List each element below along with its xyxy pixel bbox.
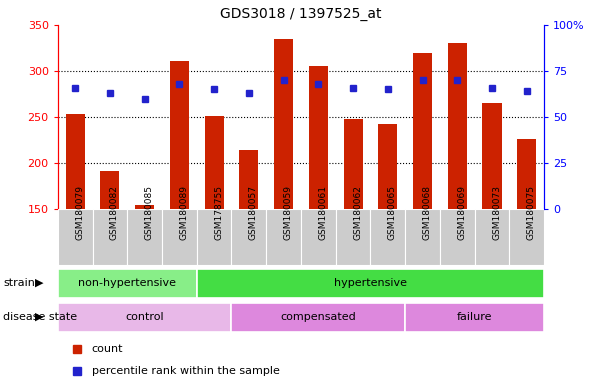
Text: GSM180065: GSM180065 [388,185,397,240]
Bar [135,205,154,209]
Text: strain: strain [3,278,35,288]
Bar [517,139,536,209]
Text: GSM178755: GSM178755 [214,185,223,240]
Bar [58,268,197,298]
Text: GSM180073: GSM180073 [492,185,501,240]
Text: ▶: ▶ [35,312,44,322]
Text: count: count [92,344,123,354]
Text: control: control [125,312,164,322]
Bar [510,209,544,265]
Text: GSM180068: GSM180068 [423,185,432,240]
Bar [204,116,224,209]
Bar [58,303,232,333]
Bar [197,209,232,265]
Bar [475,209,510,265]
Bar [240,150,258,209]
Text: GSM180082: GSM180082 [110,185,119,240]
Bar [336,209,370,265]
Bar [447,43,467,209]
Text: GSM180075: GSM180075 [527,185,536,240]
Text: non-hypertensive: non-hypertensive [78,278,176,288]
Text: GSM180059: GSM180059 [283,185,292,240]
Bar [344,119,362,209]
Text: disease state: disease state [3,312,77,322]
Text: hypertensive: hypertensive [334,278,407,288]
Bar [92,209,127,265]
Bar [197,268,544,298]
Bar [405,303,544,333]
Bar [100,170,119,209]
Bar [58,209,92,265]
Bar [378,124,398,209]
Bar [127,209,162,265]
Text: ▶: ▶ [35,278,44,288]
Bar [413,53,432,209]
Text: GSM180089: GSM180089 [179,185,188,240]
Bar [483,103,502,209]
Text: GSM180079: GSM180079 [75,185,84,240]
Bar [274,39,293,209]
Text: GSM180062: GSM180062 [353,185,362,240]
Bar [405,209,440,265]
Bar [370,209,405,265]
Text: percentile rank within the sample: percentile rank within the sample [92,366,280,376]
Title: GDS3018 / 1397525_at: GDS3018 / 1397525_at [220,7,382,21]
Bar [232,209,266,265]
Bar [170,61,189,209]
Bar [440,209,475,265]
Bar [309,66,328,209]
Text: failure: failure [457,312,492,322]
Bar [162,209,197,265]
Bar [266,209,301,265]
Text: compensated: compensated [280,312,356,322]
Text: GSM180061: GSM180061 [319,185,327,240]
Text: GSM180085: GSM180085 [145,185,154,240]
Text: GSM180057: GSM180057 [249,185,258,240]
Bar [301,209,336,265]
Text: GSM180069: GSM180069 [457,185,466,240]
Bar [66,114,85,209]
Bar [232,303,405,333]
